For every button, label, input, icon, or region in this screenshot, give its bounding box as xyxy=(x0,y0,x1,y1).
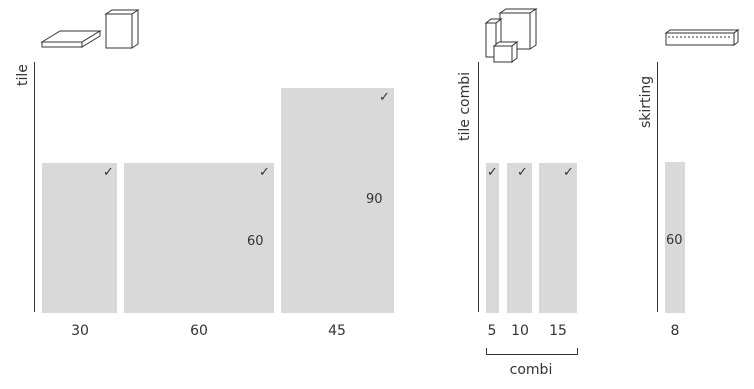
skirting-height-label: 8 xyxy=(670,323,680,339)
check-icon: ✓ xyxy=(487,165,498,180)
check-icon: ✓ xyxy=(517,165,528,180)
combi-width-label: 15 xyxy=(549,323,567,339)
skirting-length-label: 60 xyxy=(666,233,683,248)
combi-bracket-label: combi xyxy=(509,362,553,378)
tile-45x90 xyxy=(281,88,394,313)
check-icon: ✓ xyxy=(103,165,114,180)
check-icon: ✓ xyxy=(563,165,574,180)
skirting-board-icon xyxy=(664,29,740,46)
tile-width-label: 30 xyxy=(71,323,89,339)
check-icon: ✓ xyxy=(379,90,390,105)
tile-30x60 xyxy=(42,163,117,313)
tile-height-label: 90 xyxy=(366,192,383,207)
tile-60x60 xyxy=(124,163,274,313)
stacked-tiles-icon xyxy=(484,8,538,64)
combi-tile-15 xyxy=(539,163,577,313)
tile-axis-line xyxy=(34,62,35,312)
combi-tile-10 xyxy=(507,163,532,313)
tile-combi-axis-line xyxy=(478,62,479,312)
cube-tile-icon xyxy=(104,9,140,49)
flat-tile-icon xyxy=(40,30,102,48)
skirting-8x60 xyxy=(665,162,685,313)
tile-width-label: 60 xyxy=(190,323,208,339)
tile-height-label: 60 xyxy=(247,234,264,249)
check-icon: ✓ xyxy=(259,165,270,180)
tile-combi-category-label: tile combi xyxy=(457,71,473,141)
tile-width-label: 45 xyxy=(328,323,346,339)
tile-category-label: tile xyxy=(15,64,31,86)
skirting-category-label: skirting xyxy=(638,75,654,128)
combi-width-label: 5 xyxy=(487,323,497,339)
combi-tile-5 xyxy=(486,163,499,313)
combi-bracket xyxy=(486,348,578,355)
skirting-axis-line xyxy=(657,62,658,312)
combi-width-label: 10 xyxy=(511,323,529,339)
